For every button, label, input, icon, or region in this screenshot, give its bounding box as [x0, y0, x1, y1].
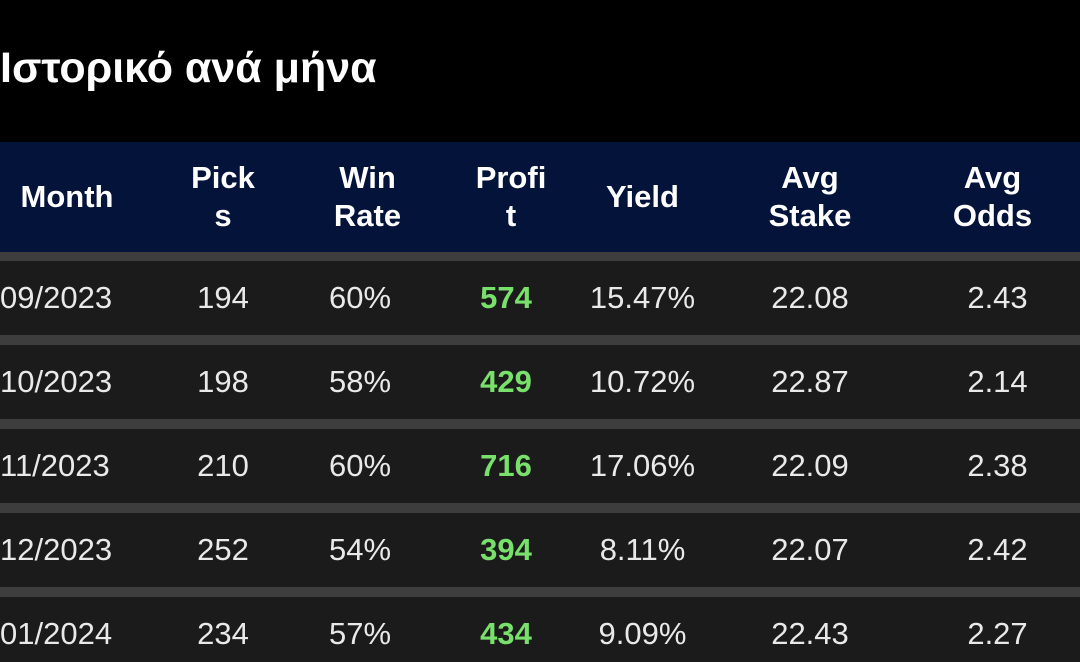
- cell-avg-stake: 22.07: [771, 532, 849, 567]
- cell-yield: 8.11%: [599, 532, 686, 567]
- header-win-rate[interactable]: Win Rate: [333, 160, 402, 233]
- cell-profit: 574: [480, 280, 532, 315]
- cell-picks: 234: [197, 616, 249, 651]
- row-divider: [0, 335, 1080, 345]
- row-divider: [0, 503, 1080, 513]
- cell-win-rate: 57%: [328, 616, 392, 651]
- cell-win-rate: 54%: [328, 532, 392, 567]
- cell-avg-stake: 22.43: [771, 616, 849, 651]
- cell-win-rate: 60%: [328, 280, 392, 315]
- cell-avg-odds: 2.38: [967, 448, 1028, 483]
- table-row[interactable]: 10/2023 198 58% 429 10.72% 22.87 2.14: [0, 345, 1080, 419]
- header-picks[interactable]: Pick s: [191, 160, 255, 233]
- cell-month: 11/2023: [0, 448, 110, 483]
- cell-yield: 15.47%: [589, 280, 696, 315]
- header-month[interactable]: Month: [20, 179, 114, 214]
- header-profit[interactable]: Profi t: [475, 160, 547, 233]
- cell-avg-stake: 22.09: [771, 448, 849, 483]
- cell-picks: 198: [197, 364, 249, 399]
- cell-avg-odds: 2.43: [967, 280, 1028, 315]
- cell-profit: 394: [480, 532, 532, 567]
- page-title: Ιστορικό ανά μήνα: [0, 44, 377, 92]
- cell-avg-odds: 2.42: [967, 532, 1028, 567]
- cell-yield: 9.09%: [598, 616, 687, 651]
- cell-profit: 716: [480, 448, 532, 483]
- table-row[interactable]: 01/2024 234 57% 434 9.09% 22.43 2.27: [0, 597, 1080, 662]
- cell-month: 09/2023: [0, 280, 113, 315]
- cell-yield: 17.06%: [589, 448, 696, 483]
- cell-picks: 252: [197, 532, 249, 567]
- header-avg-odds[interactable]: Avg Odds: [952, 160, 1033, 233]
- cell-month: 10/2023: [0, 364, 113, 399]
- cell-month: 01/2024: [0, 616, 113, 651]
- header-avg-stake[interactable]: Avg Stake: [768, 160, 852, 233]
- cell-avg-stake: 22.08: [771, 280, 849, 315]
- cell-picks: 210: [197, 448, 249, 483]
- table-row[interactable]: 11/2023 210 60% 716 17.06% 22.09 2.38: [0, 429, 1080, 503]
- header-yield[interactable]: Yield: [606, 179, 679, 214]
- table-row[interactable]: 09/2023 194 60% 574 15.47% 22.08 2.43: [0, 261, 1080, 335]
- cell-avg-odds: 2.27: [967, 616, 1028, 651]
- cell-profit: 434: [480, 616, 532, 651]
- row-divider: [0, 587, 1080, 597]
- cell-avg-odds: 2.14: [967, 364, 1028, 399]
- cell-yield: 10.72%: [589, 364, 696, 399]
- cell-win-rate: 60%: [328, 448, 392, 483]
- cell-month: 12/2023: [0, 532, 113, 567]
- cell-picks: 194: [197, 280, 249, 315]
- cell-profit: 429: [480, 364, 532, 399]
- table-row[interactable]: 12/2023 252 54% 394 8.11% 22.07 2.42: [0, 513, 1080, 587]
- row-divider: [0, 252, 1080, 261]
- cell-avg-stake: 22.87: [771, 364, 849, 399]
- cell-win-rate: 58%: [328, 364, 392, 399]
- table-header: Month Pick s Win Rate Profi t Yield Avg …: [0, 142, 1080, 252]
- row-divider: [0, 419, 1080, 429]
